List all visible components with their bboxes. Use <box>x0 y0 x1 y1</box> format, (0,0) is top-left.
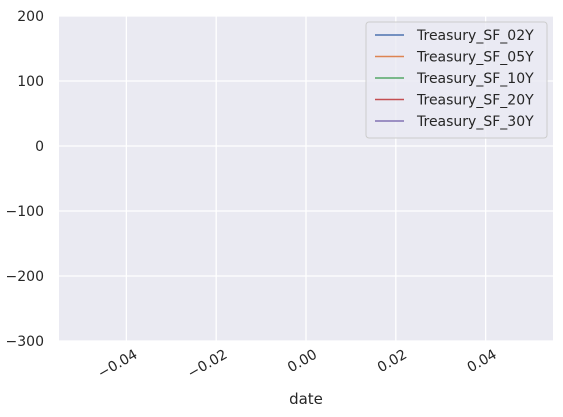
legend-entry: Treasury_SF_30Y <box>416 114 534 130</box>
y-tick-label: 200 <box>17 9 44 25</box>
y-tick-label: −200 <box>6 269 44 285</box>
grid-lines <box>59 15 553 342</box>
legend-box <box>365 21 548 139</box>
x-tick-label: 0.02 <box>375 347 410 376</box>
y-tick-label: −300 <box>6 334 44 350</box>
y-tick-label: 100 <box>17 74 44 90</box>
x-tick-label: 0.00 <box>285 347 320 376</box>
y-axis-ticks: 200 100 0 −100 −200 −300 <box>6 9 44 350</box>
legend: Treasury_SF_02Y Treasury_SF_05Y Treasury_S… <box>365 21 548 139</box>
legend-entry: Treasury_SF_20Y <box>416 93 534 109</box>
legend-entry: Treasury_SF_02Y <box>416 28 534 44</box>
legend-entry: Treasury_SF_10Y <box>416 71 534 87</box>
y-tick-label: 0 <box>35 139 44 155</box>
x-tick-label: 0.04 <box>465 347 500 376</box>
x-tick-label: −0.02 <box>185 347 230 382</box>
x-axis-label: date <box>289 390 323 408</box>
legend-entry: Treasury_SF_05Y <box>416 50 534 66</box>
x-tick-label: −0.04 <box>95 347 140 382</box>
x-axis-ticks: −0.04 −0.02 0.00 0.02 0.04 <box>95 347 500 382</box>
y-tick-label: −100 <box>6 204 44 220</box>
